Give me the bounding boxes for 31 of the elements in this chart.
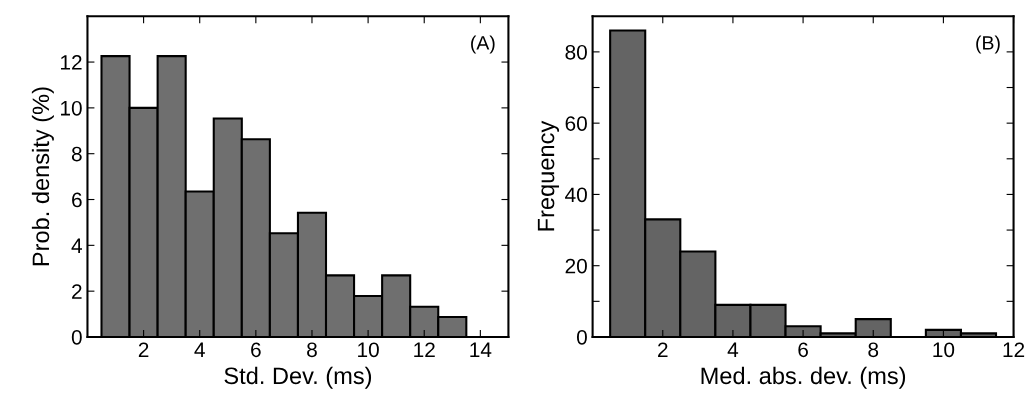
x-tick-label: 2 — [658, 342, 668, 357]
x-tick-label: 6 — [798, 342, 808, 358]
y-tick-label: 80 — [565, 44, 587, 60]
y-tick-label: 12 — [61, 55, 82, 70]
x-tick-label: 10 — [933, 342, 955, 358]
y-tick-label: 8 — [71, 146, 82, 162]
x-axis-title: Med. abs. dev. (ms) — [701, 366, 906, 389]
y-axis-title: Frequency — [537, 120, 560, 231]
annotation: (B) — [976, 35, 1000, 54]
y-tick-label: 2 — [72, 284, 82, 299]
y-tick-label: 4 — [71, 238, 82, 253]
y-tick-label: 10 — [61, 100, 82, 116]
y-axis-title: Prob. density (%) — [31, 87, 54, 266]
x-tick-label: 2 — [138, 342, 149, 357]
annotation: (A) — [471, 35, 495, 54]
y-tick-label: 20 — [565, 258, 587, 274]
x-tick-label: 6 — [251, 342, 261, 358]
y-tick-label: 0 — [576, 329, 587, 345]
y-tick-label: 40 — [565, 187, 587, 203]
y-tick-label: 60 — [565, 116, 587, 131]
y-tick-label: 0 — [71, 329, 82, 345]
x-tick-label: 8 — [868, 342, 879, 358]
x-tick-label: 4 — [727, 342, 739, 357]
x-tick-label: 12 — [414, 342, 435, 357]
x-tick-label: 12 — [1003, 342, 1025, 357]
x-tick-label: 4 — [194, 342, 205, 357]
x-tick-label: 10 — [358, 342, 379, 358]
x-tick-label: 14 — [470, 342, 492, 357]
x-tick-label: 8 — [307, 342, 317, 358]
y-tick-label: 6 — [72, 192, 82, 208]
x-axis-title: Std. Dev. (ms) — [224, 366, 372, 389]
